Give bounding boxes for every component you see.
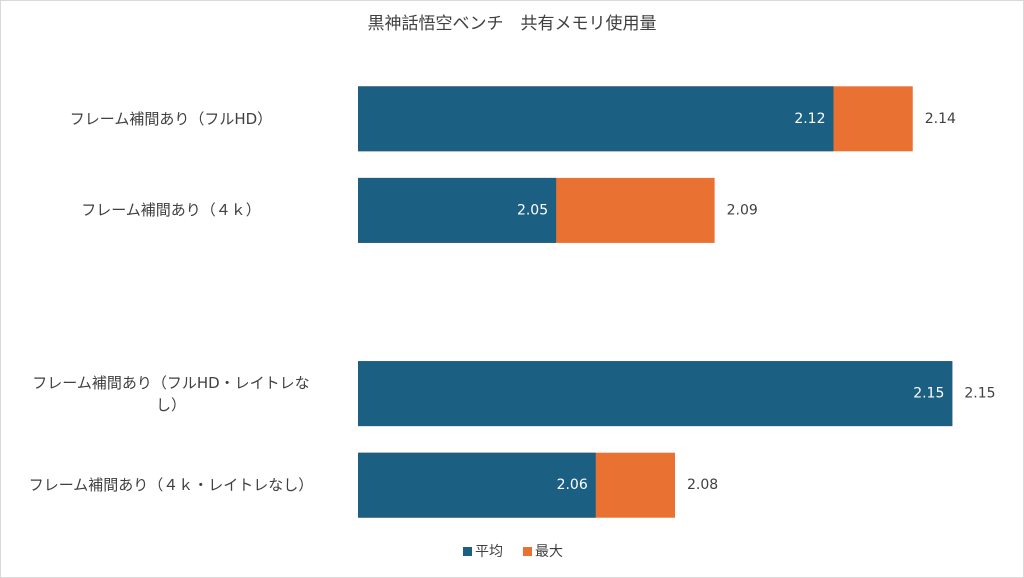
y-tick-label: フレーム補間あり（フルHD）: [69, 109, 273, 128]
bar: [358, 86, 834, 152]
legend-swatch: [523, 547, 532, 556]
y-tick-label-box: フレーム補間あり（フルHD）: [69, 109, 273, 128]
legend-label: 最大: [535, 544, 563, 560]
data-label: 2.14: [925, 111, 956, 127]
data-label: 2.09: [727, 202, 758, 218]
data-label: 2.05: [517, 202, 548, 218]
y-tick-label-box: フレーム補間あり（４ｋ）: [81, 201, 261, 220]
y-tick-label: フレーム補間あり（４ｋ・レイトレなし）: [28, 476, 314, 495]
data-label: 2.08: [687, 477, 718, 493]
data-label: 2.06: [557, 477, 588, 493]
bar: [358, 361, 953, 427]
y-tick-label-box: フレーム補間あり（フルHD・レイトレなし）: [32, 373, 310, 414]
y-tick-label: フレーム補間あり（４ｋ）: [81, 201, 261, 220]
chart-title: 黒神話悟空ベンチ 共有メモリ使用量: [368, 13, 657, 34]
y-tick-label: フレーム補間あり（フルHD・レイトレなし）: [32, 373, 310, 414]
y-tick-label-box: フレーム補間あり（４ｋ・レイトレなし）: [28, 476, 314, 495]
bar: [358, 177, 557, 243]
bar: [358, 452, 596, 518]
data-label: 2.15: [964, 386, 995, 402]
legend-label: 平均: [475, 544, 503, 560]
legend-swatch: [463, 547, 472, 556]
data-label: 2.15: [913, 386, 944, 402]
data-label: 2.12: [794, 111, 825, 127]
